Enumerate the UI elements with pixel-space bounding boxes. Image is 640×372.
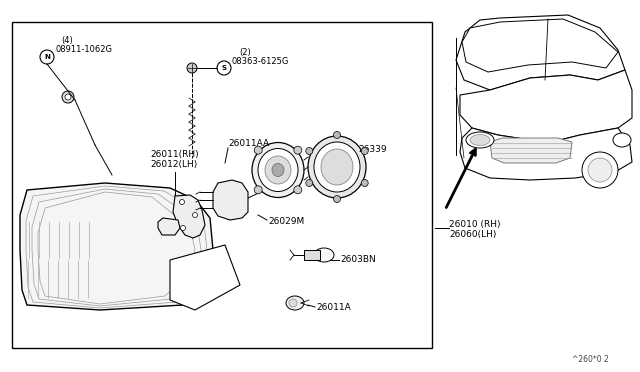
Text: 2603BN: 2603BN [340,256,376,264]
Ellipse shape [314,142,360,192]
Text: 08911-1062G: 08911-1062G [55,45,112,55]
Ellipse shape [252,142,304,198]
Text: (2): (2) [239,48,251,57]
Polygon shape [170,245,240,310]
Circle shape [361,180,368,186]
Circle shape [294,186,302,194]
Circle shape [180,225,186,231]
Circle shape [187,63,197,73]
Polygon shape [462,19,618,72]
Circle shape [217,61,231,75]
Text: 08363-6125G: 08363-6125G [232,58,289,67]
Circle shape [40,50,54,64]
Text: 26029M: 26029M [268,218,304,227]
Polygon shape [158,218,180,235]
Text: 26011A: 26011A [316,302,351,311]
Circle shape [254,146,262,154]
Circle shape [62,91,74,103]
Text: 26012(LH): 26012(LH) [150,160,197,170]
Bar [12,22,432,348]
Circle shape [306,148,313,154]
Text: ^260*0 2: ^260*0 2 [572,356,609,365]
Ellipse shape [308,136,366,198]
Text: 26011(RH): 26011(RH) [150,151,198,160]
Circle shape [289,299,297,307]
Text: 26011AA: 26011AA [228,138,269,148]
Circle shape [333,131,340,138]
Polygon shape [213,180,248,220]
Text: 26060(LH): 26060(LH) [449,231,497,240]
Polygon shape [304,250,320,260]
Ellipse shape [470,135,490,145]
Circle shape [193,212,198,218]
Ellipse shape [286,296,304,310]
Polygon shape [20,183,213,310]
Polygon shape [490,138,572,163]
Circle shape [333,196,340,202]
Circle shape [294,146,302,154]
Ellipse shape [272,164,284,176]
Ellipse shape [466,132,494,148]
Circle shape [254,186,262,194]
Ellipse shape [258,148,298,192]
Circle shape [582,152,618,188]
Ellipse shape [321,149,353,185]
Text: 26010 (RH): 26010 (RH) [449,221,500,230]
Circle shape [179,199,184,205]
Text: (4): (4) [61,36,73,45]
Text: 26339: 26339 [358,145,387,154]
Ellipse shape [314,248,334,262]
Circle shape [306,180,313,186]
Polygon shape [173,195,205,238]
Polygon shape [456,15,625,90]
Polygon shape [460,128,632,180]
Ellipse shape [265,156,291,184]
Text: S: S [221,65,227,71]
Circle shape [65,94,71,100]
Circle shape [361,148,368,154]
Ellipse shape [613,133,631,147]
Polygon shape [460,70,632,140]
Circle shape [588,158,612,182]
Text: N: N [44,54,50,60]
